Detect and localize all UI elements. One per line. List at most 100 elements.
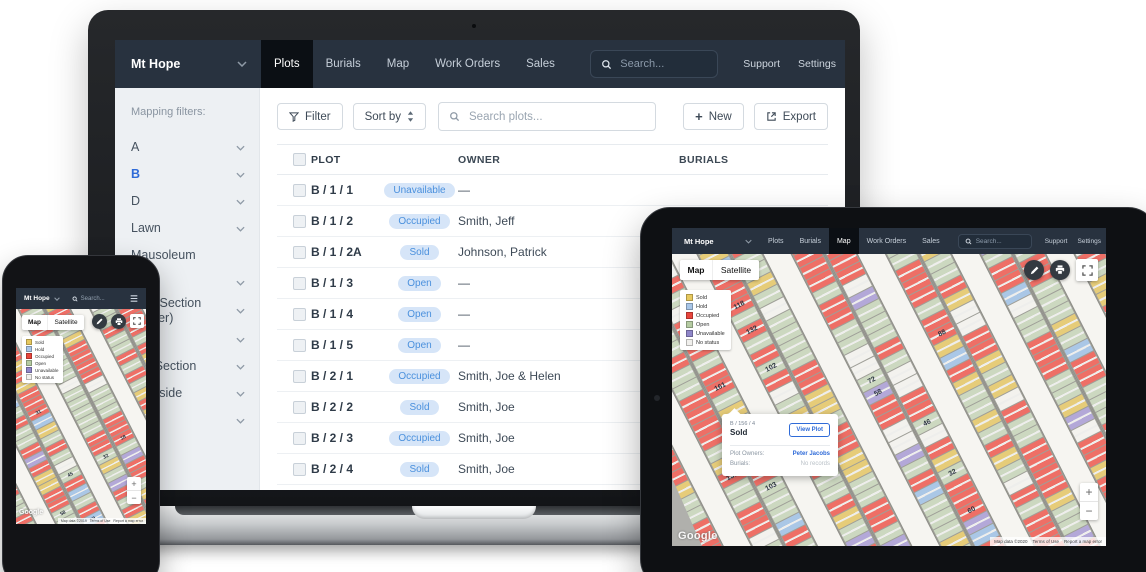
terms-link[interactable]: Terms of Use	[1032, 539, 1059, 544]
plot-id[interactable]: B / 2 / 2	[311, 400, 354, 414]
edit-map-button[interactable]	[1024, 260, 1044, 280]
status-badge: Open	[398, 306, 441, 322]
terms-link[interactable]: Terms of Use	[89, 519, 111, 523]
new-button[interactable]: + New	[683, 103, 744, 130]
plots-search-input[interactable]	[467, 109, 631, 124]
plot-id[interactable]: B / 2 / 1	[311, 369, 354, 383]
fullscreen-button[interactable]	[1076, 259, 1098, 281]
table-row[interactable]: B / 1 / 3 Open —	[277, 268, 828, 299]
support-link[interactable]: Support	[1044, 237, 1068, 245]
map-type-map[interactable]: Map	[28, 319, 41, 326]
row-checkbox[interactable]	[293, 462, 306, 476]
zoom-out-button[interactable]: −	[127, 490, 141, 504]
filter-button[interactable]: Filter	[277, 103, 343, 130]
row-checkbox[interactable]	[293, 183, 306, 197]
burials-label: Burials:	[730, 461, 751, 467]
nav-tab[interactable]: Burials	[325, 58, 361, 70]
plot-id[interactable]: B / 1 / 2A	[311, 245, 362, 259]
table-row[interactable]: B / 2 / 1 Occupied Smith, Joe & Helen	[277, 361, 828, 392]
cemetery-map[interactable]: 1551421561141281131271411011151298396685…	[672, 254, 1106, 546]
sidebar-filter-item[interactable]: Lawn	[131, 215, 245, 242]
table-row[interactable]: B / 1 / 4 Open —	[277, 299, 828, 330]
settings-link[interactable]: Settings	[1077, 237, 1102, 245]
plot-id[interactable]: B / 1 / 4	[311, 307, 354, 321]
table-row[interactable]: B / 2 / 2 Sold Smith, Joe	[277, 392, 828, 423]
global-search[interactable]: Search...	[957, 233, 1032, 249]
table-row[interactable]: B / 2 / 3 Occupied Smith, Joe	[277, 423, 828, 454]
chevron-down-icon	[236, 337, 245, 343]
zoom-out-button[interactable]: −	[1080, 501, 1098, 520]
cemetery-switcher[interactable]: Mt Hope	[115, 40, 261, 88]
top-nav: Mt Hope Plots Burials Map Work Orders	[115, 40, 845, 88]
settings-link[interactable]: Settings	[798, 58, 836, 70]
report-error-link[interactable]: Report a map error	[1063, 539, 1102, 544]
legend-entry: No status	[26, 374, 59, 380]
owner-link[interactable]: Peter Jacobs	[792, 451, 830, 457]
sidebar-title: Mapping filters:	[131, 106, 206, 118]
cemetery-switcher[interactable]: Mt Hope	[672, 228, 760, 254]
nav-tab[interactable]: Plots	[261, 40, 313, 88]
nav-tab[interactable]: Work Orders	[866, 237, 907, 245]
export-button[interactable]: Export	[753, 103, 828, 130]
popup-divider	[730, 445, 830, 446]
plots-search[interactable]	[438, 102, 656, 131]
report-error-link[interactable]: Report a map error	[113, 519, 143, 523]
table-row[interactable]: B / 1 / 2A Sold Johnson, Patrick	[277, 237, 828, 268]
nav-tab[interactable]: Map	[828, 228, 859, 254]
global-search[interactable]: Search...	[72, 296, 105, 302]
plot-id[interactable]: B / 2 / 3	[311, 431, 354, 445]
row-checkbox[interactable]	[293, 338, 306, 352]
row-checkbox[interactable]	[293, 276, 306, 290]
tablet-camera	[654, 395, 660, 401]
row-checkbox[interactable]	[293, 307, 306, 321]
print-map-button[interactable]	[1050, 260, 1070, 280]
print-map-button[interactable]	[111, 314, 126, 329]
map-type-satellite[interactable]: Satellite	[712, 260, 759, 280]
sidebar-filter-item[interactable]: A	[131, 134, 245, 161]
row-checkbox[interactable]	[293, 214, 306, 228]
global-search-input[interactable]	[618, 57, 703, 71]
map-type-satellite[interactable]: Satellite	[47, 315, 84, 330]
plot-id[interactable]: B / 1 / 1	[311, 183, 354, 197]
global-search[interactable]	[590, 50, 719, 78]
status-badge: Occupied	[389, 368, 450, 384]
plot-id[interactable]: B / 2 / 4	[311, 462, 354, 476]
sidebar-filter-item[interactable]: B	[131, 161, 245, 188]
zoom-in-button[interactable]: +	[131, 478, 137, 489]
sort-by-select[interactable]: Sort by	[352, 103, 426, 130]
nav-tab[interactable]: Sales	[526, 58, 555, 70]
legend-entry: Occupied	[26, 353, 59, 359]
cemetery-switcher[interactable]: Mt Hope	[24, 295, 50, 302]
map-type-map[interactable]: Map	[687, 265, 705, 275]
status-badge: Unavailable	[384, 182, 455, 198]
plot-id[interactable]: B / 1 / 2	[311, 214, 354, 228]
row-checkbox[interactable]	[293, 369, 306, 383]
cemetery-map[interactable]: 2943577144301625872861731455973873463218…	[16, 309, 146, 524]
nav-tab[interactable]: Map	[386, 58, 410, 70]
nav-tab[interactable]: Sales	[922, 237, 940, 245]
phone-device: Mt Hope Search... 2943577144301625872861…	[2, 255, 160, 572]
legend-swatch	[26, 367, 32, 373]
select-all-checkbox[interactable]	[293, 153, 306, 166]
plot-id[interactable]: B / 1 / 5	[311, 338, 354, 352]
row-checkbox[interactable]	[293, 245, 306, 259]
nav-tab[interactable]: Plots	[768, 237, 784, 245]
fullscreen-button[interactable]	[130, 314, 144, 328]
nav-tab[interactable]: Burials	[799, 237, 821, 245]
row-checkbox[interactable]	[293, 400, 306, 414]
table-row[interactable]: B / 1 / 5 Open —	[277, 330, 828, 361]
popup-plot-id: B / 156 / 4	[730, 421, 756, 427]
plot-id[interactable]: B / 1 / 3	[311, 276, 354, 290]
nav-tab[interactable]: Work Orders	[435, 58, 501, 70]
table-row[interactable]: B / 1 / 1 Unavailable —	[277, 175, 828, 206]
support-link[interactable]: Support	[743, 58, 781, 70]
table-row[interactable]: B / 2 / 4 Sold Smith, Joe	[277, 454, 828, 485]
row-checkbox[interactable]	[293, 431, 306, 445]
view-plot-button[interactable]: View Plot	[789, 423, 830, 437]
chevron-down-icon	[236, 391, 245, 397]
table-row[interactable]: B / 1 / 2 Occupied Smith, Jeff	[277, 206, 828, 237]
edit-map-button[interactable]	[92, 314, 107, 329]
sidebar-filter-item[interactable]: D	[131, 188, 245, 215]
zoom-in-button[interactable]: +	[1085, 485, 1093, 499]
menu-icon[interactable]	[130, 295, 138, 302]
